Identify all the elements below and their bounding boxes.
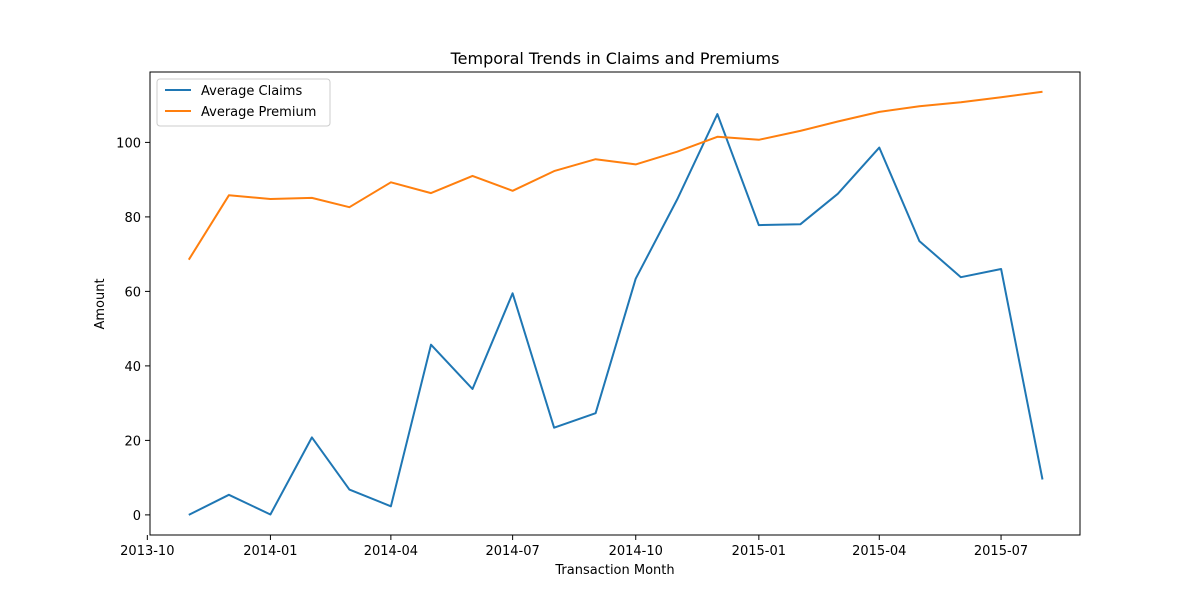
legend-label-average-claims: Average Claims [201,84,302,99]
series-line-average-claims [188,113,1044,516]
plot-frame [149,71,1081,536]
x-tick-label: 2014-04 [364,544,418,559]
x-tick-label: 2014-01 [243,544,297,559]
y-tick-label: 60 [124,285,141,300]
x-tick-label: 2014-10 [609,544,663,559]
legend-label-average-premium: Average Premium [201,105,316,120]
y-tick-label: 80 [124,211,141,226]
x-tick-label: 2015-04 [852,544,906,559]
x-tick-label: 2014-07 [485,544,539,559]
y-tick-label: 20 [124,434,141,449]
chart-title: Temporal Trends in Claims and Premiums [450,49,780,68]
x-axis: 2013-10 2014-01 2014-04 2014-07 2014-10 2015-… [120,535,1028,559]
x-axis-title: Transaction Month [554,563,674,578]
y-axis-title: Amount [93,278,108,329]
legend-box [156,78,331,127]
x-tick-label: 2013-10 [120,544,174,559]
y-axis: 0 20 40 60 80 100 [116,136,150,524]
series-group [187,90,1044,516]
y-tick-label: 40 [124,360,141,375]
y-tick-label: 0 [133,509,141,524]
legend: Average Claims Average Premium [156,78,331,127]
y-tick-label: 100 [116,136,141,151]
x-tick-label: 2015-01 [732,544,786,559]
x-tick-label: 2015-07 [974,544,1028,559]
series-line-average-premium [187,90,1043,261]
